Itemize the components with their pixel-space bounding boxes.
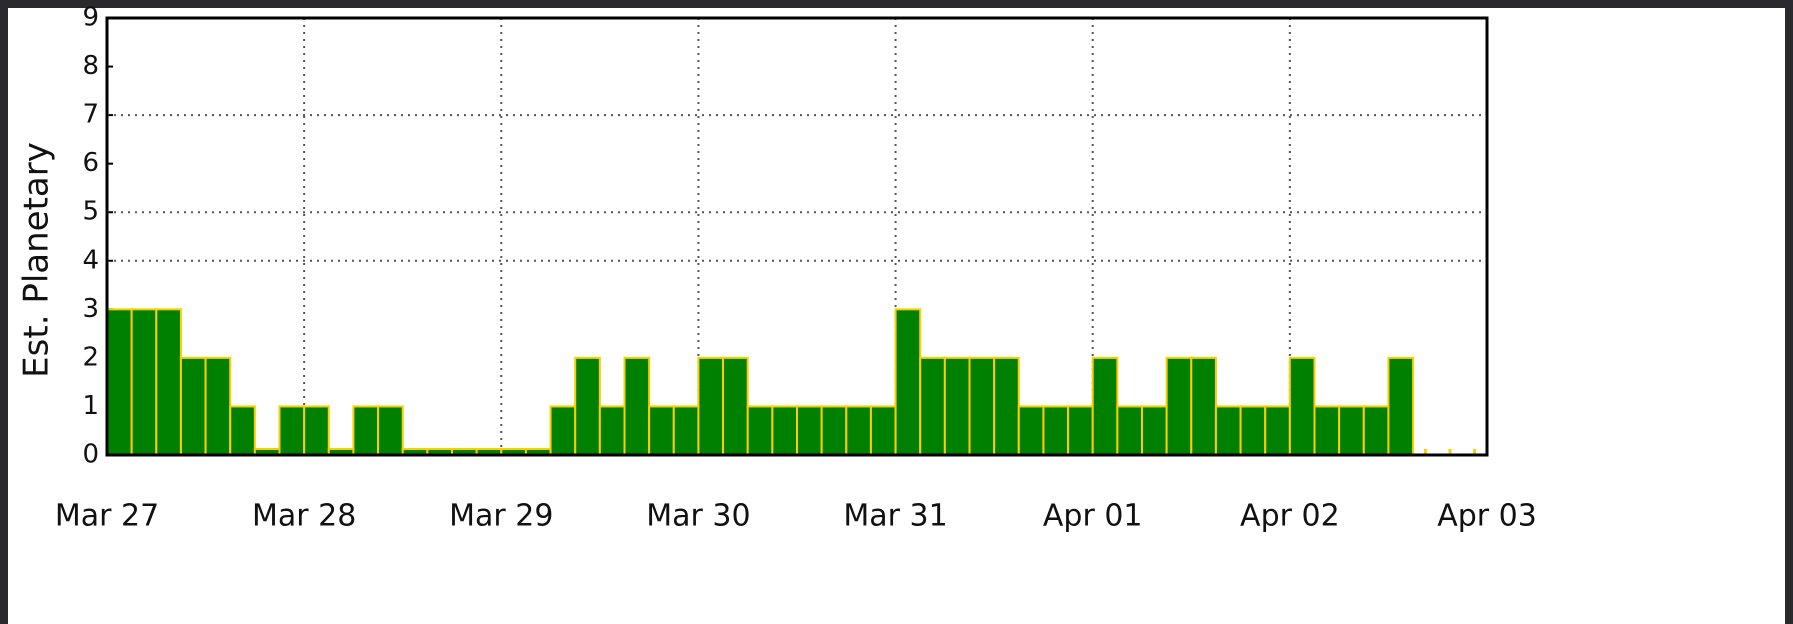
bar <box>1264 405 1291 457</box>
bar <box>746 405 774 457</box>
bar <box>968 356 996 456</box>
y-tick-label: 9 <box>82 3 99 33</box>
bar <box>1116 405 1144 457</box>
x-tick-label: Mar 30 <box>646 499 750 534</box>
bar <box>1387 356 1415 456</box>
plot-frame <box>105 16 1489 457</box>
bar <box>1017 405 1045 457</box>
bar <box>598 405 626 457</box>
bar <box>993 356 1020 456</box>
bar <box>377 405 404 457</box>
bar <box>672 405 700 457</box>
bar <box>722 356 749 456</box>
bar <box>1313 405 1341 457</box>
y-axis-label: Est. Planetary <box>17 142 57 378</box>
bar <box>869 405 897 457</box>
bar <box>229 405 256 457</box>
y-tick-label: 4 <box>82 245 99 275</box>
bar <box>574 356 601 456</box>
x-tick-label: Apr 02 <box>1240 499 1340 534</box>
bar <box>549 405 577 457</box>
bar <box>697 356 725 456</box>
bar <box>919 356 946 456</box>
x-tick-label: Mar 29 <box>449 499 553 534</box>
x-tick-label: Mar 31 <box>843 499 947 534</box>
bar <box>1338 405 1365 457</box>
bar <box>894 308 922 457</box>
bar <box>106 308 133 457</box>
bar <box>845 405 872 457</box>
bar <box>352 405 380 457</box>
bar <box>1141 405 1168 457</box>
bar <box>771 405 798 457</box>
y-tick-label: 8 <box>82 51 99 81</box>
y-tick-label: 7 <box>82 100 99 130</box>
bar <box>1067 405 1094 457</box>
bar <box>1091 356 1119 456</box>
bar <box>820 405 848 457</box>
bar <box>1239 405 1267 457</box>
y-tick-label: 3 <box>82 294 99 324</box>
x-tick-label: Mar 28 <box>252 499 356 534</box>
bar <box>1362 405 1390 457</box>
y-tick-label: 0 <box>82 440 99 470</box>
bar <box>1190 356 1217 456</box>
bar <box>623 356 651 456</box>
bar <box>179 356 207 456</box>
bar <box>1165 356 1193 456</box>
bar <box>303 405 330 457</box>
bar <box>648 405 675 457</box>
bar <box>155 308 182 457</box>
bar <box>204 356 232 456</box>
bar <box>278 405 306 457</box>
bar <box>130 308 158 457</box>
bar <box>943 356 971 456</box>
x-tick-label: Apr 01 <box>1043 499 1143 534</box>
y-tick-label: 6 <box>82 148 99 178</box>
y-tick-label: 1 <box>82 391 99 421</box>
y-tick-label: 2 <box>82 342 99 372</box>
bar <box>1042 405 1070 457</box>
bar <box>1214 405 1242 457</box>
bar <box>796 405 823 457</box>
x-tick-label: Apr 03 <box>1437 499 1537 534</box>
x-tick-label: Mar 27 <box>55 499 159 534</box>
y-tick-label: 5 <box>82 197 99 227</box>
bar <box>1288 356 1316 456</box>
